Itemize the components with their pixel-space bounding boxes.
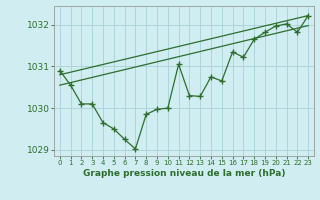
X-axis label: Graphe pression niveau de la mer (hPa): Graphe pression niveau de la mer (hPa): [83, 169, 285, 178]
